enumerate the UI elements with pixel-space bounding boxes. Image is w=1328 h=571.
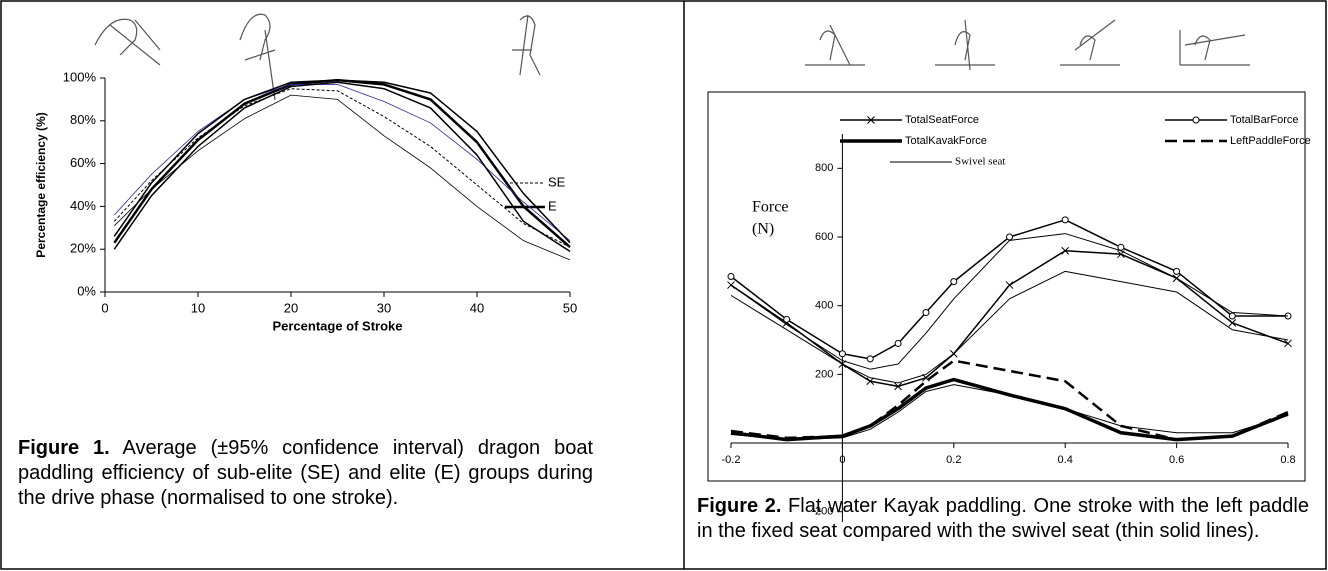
y-axis-label: Percentage efficiency (%) (34, 112, 48, 257)
caption-label: Figure 1. (18, 437, 110, 459)
x-tick-label: 30 (377, 300, 391, 315)
legend-marker (867, 116, 875, 124)
marker (1061, 246, 1070, 255)
paddler-icon (1179, 30, 1250, 66)
marker (1061, 216, 1069, 224)
series-line (730, 270, 1289, 384)
legend-label: SE (548, 174, 566, 189)
series-line (730, 359, 1289, 441)
x-tick-label: 0.6 (1169, 454, 1184, 466)
marker (894, 382, 902, 391)
y-tick-label: 600 (815, 231, 833, 243)
x-tick-label: 20 (284, 300, 298, 315)
x-tick-label: 40 (470, 300, 484, 315)
paddler-icon (1060, 19, 1120, 66)
paddler-icon (94, 18, 161, 66)
marker (1006, 233, 1013, 241)
annotation: Force (752, 199, 788, 216)
marker (922, 309, 930, 317)
caption-label: Figure 2. (697, 495, 782, 517)
y-tick-label: 100% (63, 69, 97, 84)
x-tick-label: 50 (563, 300, 577, 315)
marker (1117, 243, 1125, 251)
legend-marker (1192, 116, 1200, 124)
marker (838, 350, 846, 358)
x-tick-label: 0 (101, 300, 108, 315)
series-line (730, 377, 1289, 442)
paddler-icon (805, 24, 865, 66)
y-tick-label: 60% (70, 155, 96, 170)
annotation: (N) (752, 221, 774, 238)
y-tick-label: 40% (70, 198, 96, 213)
x-tick-label: -0.2 (722, 454, 741, 466)
marker (1284, 339, 1292, 348)
paddler-icon (239, 13, 276, 101)
y-tick-label: 80% (70, 112, 96, 127)
y-tick-label: 200 (815, 368, 833, 380)
series-line (730, 384, 1289, 441)
series-line (113, 81, 571, 252)
marker (950, 278, 958, 286)
marker (1228, 318, 1237, 327)
marker (866, 377, 875, 386)
marker (1173, 267, 1181, 275)
caption-text: Average (±95% confidence interval) drago… (18, 437, 594, 509)
x-tick-label: 10 (191, 300, 205, 315)
x-axis-label: Percentage of Stroke (272, 318, 402, 333)
marker (1005, 281, 1014, 289)
x-tick-label: 0.2 (946, 454, 961, 466)
caption-text: Flat water Kayak paddling. One stroke wi… (697, 495, 1309, 542)
caption: Figure 1. Average (±95% confidence inter… (18, 436, 593, 511)
legend-label: LeftPaddleForce (1230, 135, 1311, 147)
paddler-icon (512, 14, 541, 76)
series-line (113, 79, 571, 244)
x-tick-label: 0.8 (1280, 454, 1295, 466)
y-tick-label: 0% (77, 283, 96, 298)
paddler-icons (94, 13, 1250, 101)
legend-label: TotalSeatForce (905, 114, 979, 126)
paddler-icon (935, 19, 995, 71)
marker (1228, 312, 1236, 320)
y-tick-label: -200 (811, 506, 833, 518)
caption: Figure 2. Flat water Kayak paddling. One… (697, 494, 1309, 544)
y-tick-label: 800 (815, 162, 833, 174)
legend-label: TotalKavakForce (905, 135, 987, 147)
marker (866, 355, 874, 363)
y-tick-label: 20% (70, 241, 96, 256)
legend-label: Swivel seat (955, 156, 1005, 168)
series-line (113, 88, 571, 248)
x-tick-label: 0.4 (1058, 454, 1073, 466)
legend-label: E (548, 198, 557, 213)
series-line (730, 249, 1289, 388)
series-line (114, 84, 571, 241)
x-tick-label: 0 (839, 454, 845, 466)
chart-frame (707, 91, 1306, 482)
y-tick-label: 400 (815, 300, 833, 312)
series-line (730, 233, 1289, 370)
marker (894, 339, 902, 347)
marker (727, 272, 735, 280)
legend-label: TotalBarForce (1230, 114, 1298, 126)
marker (783, 315, 791, 323)
